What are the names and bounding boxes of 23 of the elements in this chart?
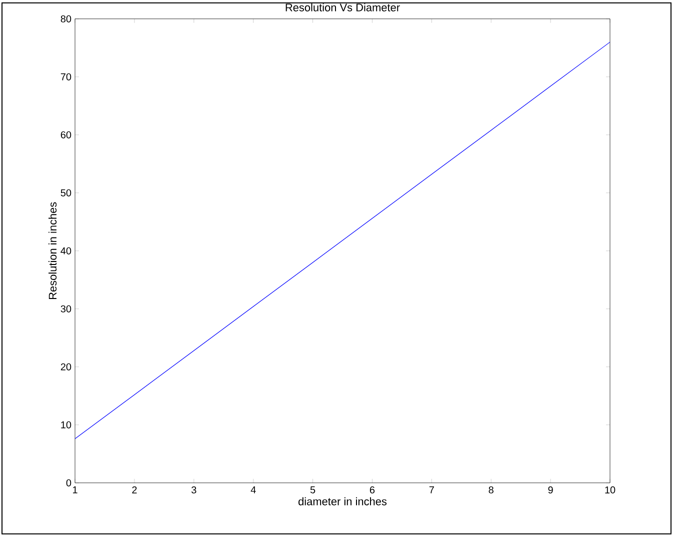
x-tick-label: 4: [250, 486, 256, 494]
x-axis-title: diameter in inches: [298, 497, 387, 506]
x-tick-label: 1: [72, 486, 78, 494]
y-tick-label: 50: [60, 189, 72, 196]
line-series: [75, 42, 610, 440]
y-tick-label: 40: [60, 247, 72, 254]
x-tick-label: 8: [488, 486, 494, 494]
y-tick-label: 0: [66, 479, 72, 486]
y-tick-label: 30: [60, 305, 72, 312]
x-tick-label: 3: [191, 486, 196, 494]
x-tick-label: 9: [548, 486, 553, 494]
x-tick-label: 6: [370, 486, 375, 494]
y-axis-title: Resolution in inches: [48, 202, 57, 300]
chart-title: Resolution Vs Diameter: [286, 3, 400, 12]
x-tick-label: 7: [429, 486, 434, 494]
y-tick-label: 60: [60, 131, 72, 138]
y-tick-label: 70: [60, 73, 72, 80]
x-tick-label: 10: [605, 486, 616, 494]
x-tick-label: 5: [310, 486, 316, 494]
y-tick-label: 80: [60, 15, 72, 22]
x-tick-label: 2: [132, 486, 137, 494]
y-tick-label: 20: [60, 363, 72, 370]
y-tick-label: 10: [61, 421, 72, 428]
